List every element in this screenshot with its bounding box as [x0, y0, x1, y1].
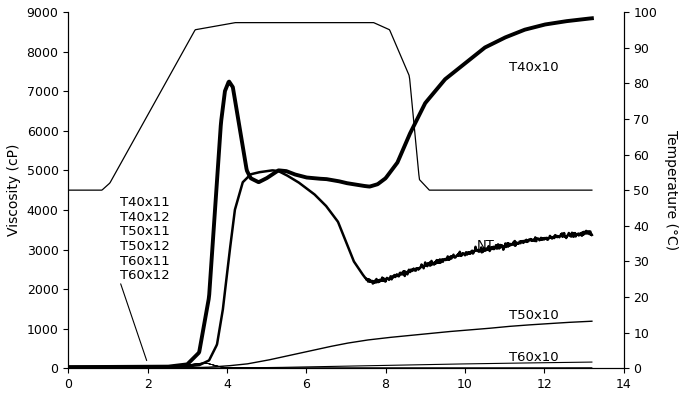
Text: T50x11: T50x11 [120, 225, 170, 238]
Text: T50x12: T50x12 [120, 240, 170, 253]
Text: T40x12: T40x12 [120, 211, 170, 224]
Text: T60x11: T60x11 [120, 254, 170, 267]
Text: T60x10: T60x10 [508, 351, 558, 364]
Text: T50x10: T50x10 [508, 309, 558, 322]
Text: T60x12: T60x12 [120, 269, 170, 282]
Text: T40x11: T40x11 [120, 195, 170, 209]
Text: T40x10: T40x10 [508, 61, 558, 74]
Y-axis label: Temperature (°C): Temperature (°C) [664, 130, 678, 250]
Y-axis label: Viscosity (cP): Viscosity (cP) [7, 144, 21, 236]
Text: NT: NT [477, 239, 495, 252]
